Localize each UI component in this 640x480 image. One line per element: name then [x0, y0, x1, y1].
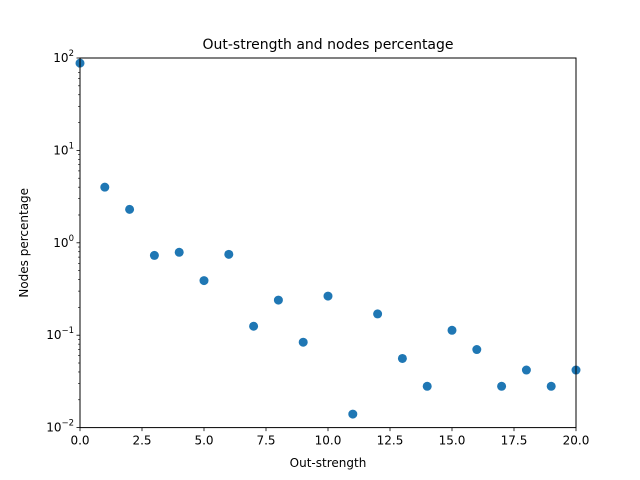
x-tick-label: 17.5: [501, 434, 528, 448]
data-point: [472, 345, 482, 355]
y-tick-label: 100: [53, 234, 74, 250]
y-tick-label: 101: [53, 141, 74, 157]
y-tick-label: 102: [53, 49, 74, 65]
y-tick-label: 10−1: [46, 326, 74, 342]
data-point: [546, 381, 556, 391]
chart-title: Out-strength and nodes percentage: [202, 37, 453, 53]
data-point: [298, 337, 308, 347]
data-point: [174, 247, 184, 257]
x-tick-label: 15.0: [439, 434, 466, 448]
data-point: [447, 325, 457, 335]
x-tick-label: 10.0: [315, 434, 342, 448]
data-point: [224, 249, 234, 259]
data-point: [497, 381, 507, 391]
y-axis-label: Nodes percentage: [17, 188, 31, 298]
y-tick-label: 10−2: [46, 419, 74, 435]
x-tick-label: 7.5: [256, 434, 275, 448]
x-axis-label: Out-strength: [290, 456, 367, 470]
data-point: [100, 182, 110, 192]
data-point: [422, 381, 432, 391]
data-point: [348, 409, 358, 419]
data-point: [323, 291, 333, 301]
x-tick-label: 0.0: [70, 434, 89, 448]
plot-area: 0.0 2.5 5.0 7.5 10.0 12.5 15.0 17.5 20.0 10−2 10−1…: [46, 49, 589, 448]
x-tick-label: 20.0: [563, 434, 590, 448]
data-point: [125, 204, 135, 214]
data-point: [249, 321, 259, 331]
data-point: [373, 309, 383, 319]
plot-frame: [79, 57, 577, 429]
data-point: [199, 276, 209, 286]
data-point: [397, 353, 407, 363]
x-tick-label: 2.5: [132, 434, 151, 448]
data-point: [273, 295, 283, 305]
data-point: [521, 365, 531, 375]
data-point: [149, 250, 159, 260]
x-tick-label: 5.0: [194, 434, 213, 448]
x-tick-label: 12.5: [377, 434, 404, 448]
